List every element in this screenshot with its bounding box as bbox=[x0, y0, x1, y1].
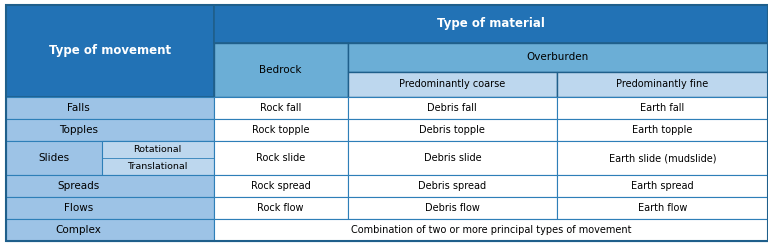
Bar bbox=[557, 97, 768, 119]
Bar bbox=[6, 5, 214, 97]
Text: Earth spread: Earth spread bbox=[631, 181, 694, 191]
Text: Type of material: Type of material bbox=[437, 17, 545, 30]
Text: Debris topple: Debris topple bbox=[419, 125, 485, 135]
Text: Bedrock: Bedrock bbox=[260, 65, 302, 75]
Bar bbox=[6, 97, 214, 119]
Text: Spreads: Spreads bbox=[58, 181, 100, 191]
Bar bbox=[6, 141, 214, 175]
Text: Type of movement: Type of movement bbox=[48, 44, 171, 57]
Text: Rock slide: Rock slide bbox=[256, 153, 306, 163]
Text: Predominantly fine: Predominantly fine bbox=[616, 79, 709, 89]
Text: Combination of two or more principal types of movement: Combination of two or more principal typ… bbox=[350, 225, 631, 235]
Text: Falls: Falls bbox=[68, 103, 90, 113]
Text: Debris spread: Debris spread bbox=[419, 181, 486, 191]
Text: Debris fall: Debris fall bbox=[428, 103, 477, 113]
Bar bbox=[6, 175, 214, 197]
Text: Translational: Translational bbox=[127, 162, 187, 171]
Text: Topples: Topples bbox=[59, 125, 98, 135]
Bar bbox=[348, 119, 557, 141]
Bar bbox=[6, 197, 214, 219]
Bar bbox=[214, 97, 348, 119]
Text: Rock flow: Rock flow bbox=[257, 203, 304, 213]
Text: Debris flow: Debris flow bbox=[425, 203, 480, 213]
Bar bbox=[557, 197, 768, 219]
Bar bbox=[348, 43, 768, 72]
Text: Earth flow: Earth flow bbox=[637, 203, 687, 213]
Bar bbox=[214, 219, 768, 241]
Text: Rock topple: Rock topple bbox=[252, 125, 310, 135]
Bar bbox=[6, 219, 214, 241]
Text: Earth fall: Earth fall bbox=[641, 103, 684, 113]
Text: Complex: Complex bbox=[56, 225, 101, 235]
Bar bbox=[214, 175, 348, 197]
Bar bbox=[557, 119, 768, 141]
Bar bbox=[557, 141, 768, 175]
Bar bbox=[6, 119, 214, 141]
Text: Earth topple: Earth topple bbox=[632, 125, 693, 135]
Text: Debris slide: Debris slide bbox=[423, 153, 482, 163]
Text: Rock spread: Rock spread bbox=[251, 181, 310, 191]
Bar bbox=[214, 43, 348, 97]
Bar bbox=[348, 97, 557, 119]
Bar bbox=[348, 197, 557, 219]
Bar bbox=[557, 72, 768, 97]
Bar bbox=[101, 141, 214, 175]
Text: Slides: Slides bbox=[38, 153, 69, 163]
Text: Predominantly coarse: Predominantly coarse bbox=[399, 79, 505, 89]
Bar bbox=[214, 141, 348, 175]
Text: Earth slide (mudslide): Earth slide (mudslide) bbox=[609, 153, 716, 163]
Bar bbox=[348, 141, 557, 175]
Bar bbox=[214, 5, 768, 43]
Text: Rock fall: Rock fall bbox=[260, 103, 301, 113]
Bar bbox=[348, 175, 557, 197]
Bar bbox=[348, 72, 557, 97]
Bar bbox=[214, 119, 348, 141]
Bar bbox=[557, 175, 768, 197]
Bar bbox=[214, 197, 348, 219]
Text: Overburden: Overburden bbox=[527, 52, 589, 62]
Text: Rotational: Rotational bbox=[134, 145, 182, 154]
Text: Flows: Flows bbox=[64, 203, 94, 213]
